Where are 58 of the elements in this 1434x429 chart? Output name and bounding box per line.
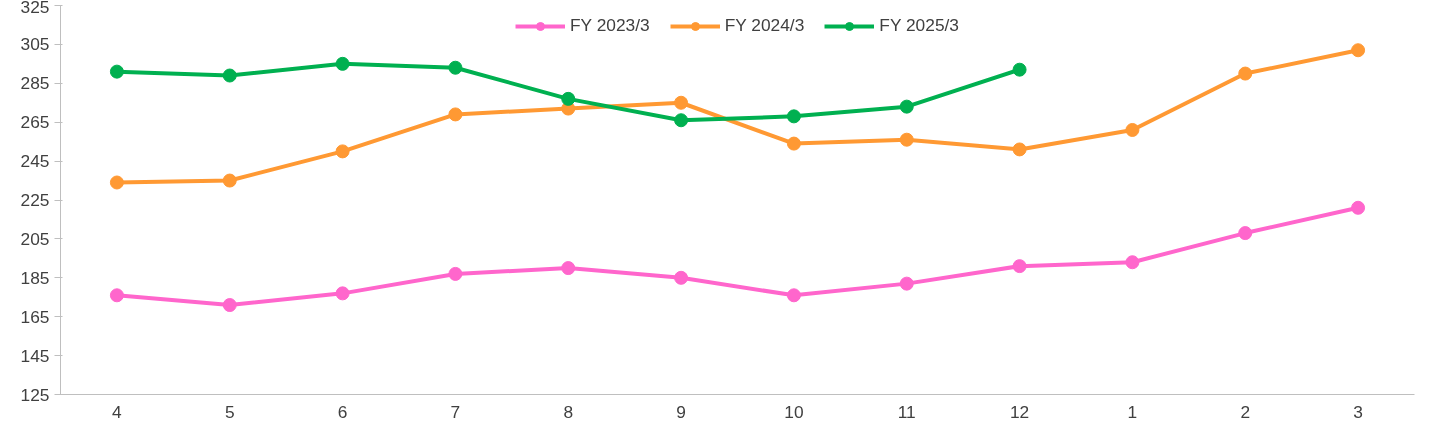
x-tick-label: 7 [450, 401, 461, 422]
point [222, 68, 237, 83]
y-tick-label: 205 [20, 228, 50, 249]
x-tick-label: 3 [1353, 401, 1363, 422]
y-tick-label: 325 [20, 0, 50, 17]
x-tick-label: 9 [676, 401, 686, 422]
y-tick-label: 165 [20, 306, 50, 327]
point [674, 113, 689, 128]
point [448, 266, 463, 281]
point [786, 136, 801, 151]
point [786, 109, 801, 124]
point [109, 64, 124, 79]
x-tick-label: 11 [897, 401, 916, 422]
y-tick-label: 265 [20, 112, 50, 133]
point [1351, 200, 1366, 215]
point [448, 107, 463, 122]
legend-label: FY 2025/3 [879, 15, 959, 36]
point [786, 288, 801, 303]
y-tick-label: 225 [20, 190, 50, 210]
point [674, 95, 689, 110]
point [899, 276, 914, 291]
point [109, 288, 124, 303]
y-tick-label: 245 [20, 151, 50, 172]
y-tick-label: 125 [20, 384, 50, 405]
point [1125, 255, 1140, 270]
point [1238, 226, 1253, 241]
point [335, 56, 350, 71]
point [1012, 62, 1027, 77]
x-tick-label: 2 [1240, 401, 1251, 422]
legend-label: FY 2023/3 [570, 15, 650, 36]
y-tick-label: 305 [20, 34, 50, 55]
legend-label: FY 2024/3 [724, 15, 805, 36]
x-tick-label: 10 [784, 401, 804, 422]
x-tick-label: 6 [337, 401, 348, 422]
point [448, 60, 463, 75]
y-tick-label: 185 [20, 267, 50, 288]
point [1238, 66, 1253, 81]
point [674, 270, 689, 285]
point [899, 99, 914, 114]
point [1012, 142, 1027, 157]
y-tick-label: 285 [20, 73, 50, 94]
point [222, 298, 237, 313]
point [222, 173, 237, 188]
y-tick-label: 145 [20, 345, 50, 366]
point [335, 286, 350, 301]
point [1012, 259, 1027, 274]
x-tick-label: 4 [112, 401, 123, 422]
point [109, 175, 124, 190]
point [561, 91, 576, 106]
x-tick-label: 12 [1009, 401, 1030, 422]
point [335, 144, 350, 159]
x-tick-label: 8 [563, 401, 574, 422]
point [899, 132, 914, 147]
point [1125, 122, 1140, 137]
point [561, 261, 576, 276]
x-tick-label: 5 [224, 401, 235, 422]
x-tick-label: 1 [1127, 401, 1138, 422]
point [1351, 43, 1366, 58]
